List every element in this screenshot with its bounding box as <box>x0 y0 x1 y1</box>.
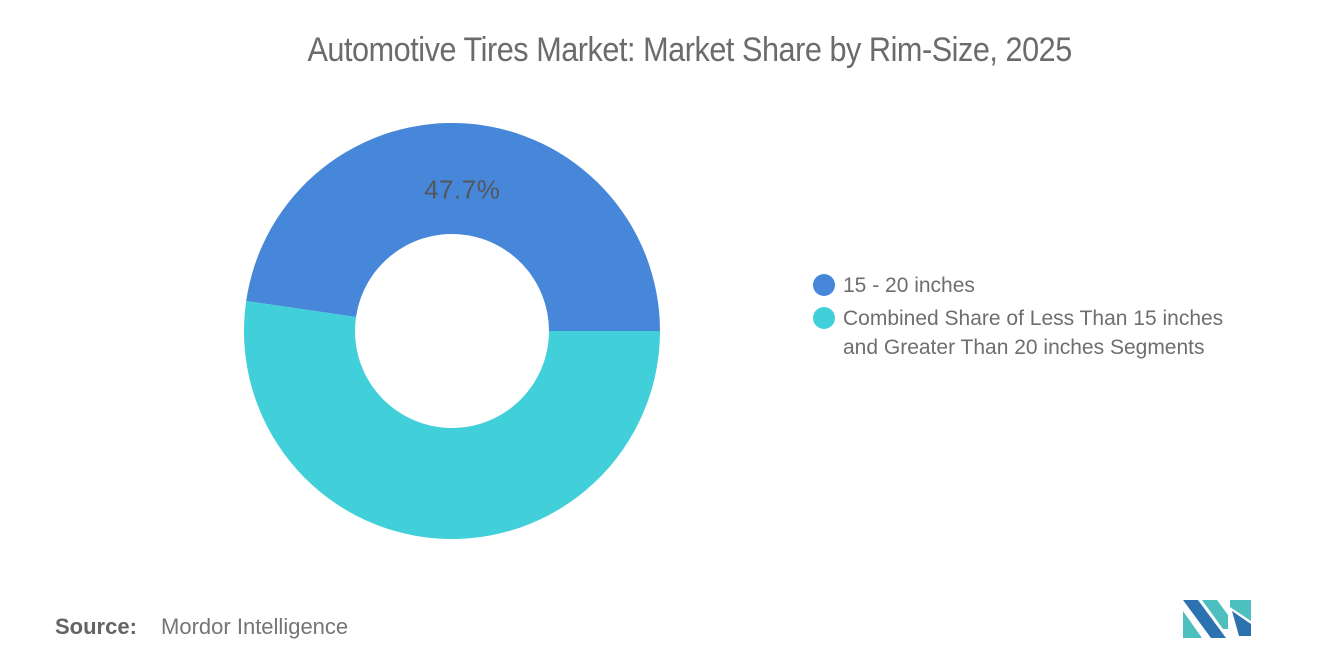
logo-right-teal-top <box>1230 600 1251 621</box>
legend-label-combined-share: Combined Share of Less Than 15 inches an… <box>843 307 1224 359</box>
data-label-blue-segment: 47.7% <box>424 174 501 205</box>
source-line: Source: Mordor Intelligence <box>55 614 348 640</box>
legend-item-15-20-inches[interactable]: 15 - 20 inches <box>813 271 1251 300</box>
logo-left-blue-band <box>1183 600 1226 638</box>
donut-segment-15-20-inches[interactable] <box>246 123 661 332</box>
logo-middle-teal-band <box>1202 600 1228 629</box>
legend-swatch-combined-share-icon <box>813 307 835 329</box>
chart-header: Automotive Tires Market: Market Share by… <box>30 31 1320 70</box>
legend-swatch-15-20-inches-icon <box>813 274 835 296</box>
donut-chart <box>244 123 661 539</box>
logo-left-teal-triangle <box>1183 611 1202 638</box>
donut-chart-area: 47.7% <box>242 121 662 541</box>
source-prefix: Source: <box>55 614 137 639</box>
source-name: Mordor Intelligence <box>161 614 349 639</box>
logo-right-blue-band <box>1232 611 1251 636</box>
chart-title: Automotive Tires Market: Market Share by… <box>307 31 1073 69</box>
mordor-intelligence-logo-icon <box>1183 600 1251 638</box>
donut-segment-combined-share[interactable] <box>244 301 660 539</box>
legend-label-15-20-inches: 15 - 20 inches <box>843 274 975 297</box>
legend-item-combined-share[interactable]: Combined Share of Less Than 15 inches an… <box>813 304 1251 362</box>
legend: 15 - 20 inches Combined Share of Less Th… <box>813 271 1251 362</box>
